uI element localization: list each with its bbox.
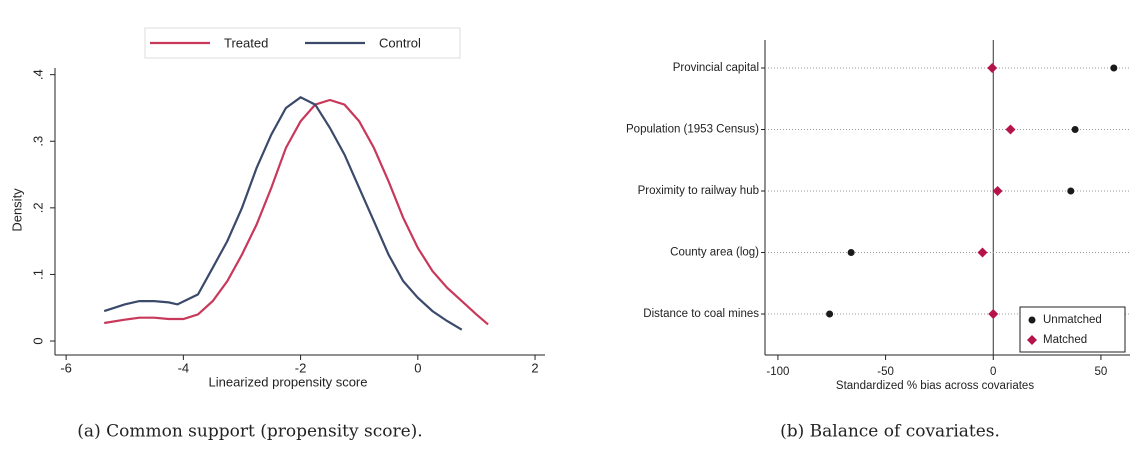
legend-swatch [1027, 335, 1037, 345]
x-tick-label: 0 [414, 360, 421, 375]
y-tick-label: .4 [30, 69, 45, 80]
y-tick-label: .1 [30, 269, 45, 280]
dot-marker [847, 249, 855, 256]
line-series [103, 96, 463, 331]
line-series [104, 98, 489, 326]
category-label: Provincial capital [673, 62, 759, 74]
x-tick-label: -4 [178, 360, 190, 375]
dot-marker [1067, 187, 1075, 195]
legend-box [1019, 306, 1126, 353]
diamond-marker [988, 309, 999, 319]
x-tick-label: -50 [877, 366, 894, 378]
x-tick-label: -6 [60, 360, 72, 375]
y-tick-label: .2 [30, 202, 45, 213]
category-label: Proximity to railway hub [638, 185, 759, 197]
x-tick-label: -2 [295, 360, 307, 375]
dot-marker [826, 310, 834, 318]
legend-label: Treated [224, 35, 268, 50]
dot-marker [1110, 64, 1118, 72]
x-tick-label: 0 [990, 366, 996, 378]
y-tick-label: .3 [30, 136, 45, 147]
y-axis-label: Density [9, 188, 24, 232]
category-label: Distance to coal mines [643, 308, 759, 320]
x-tick-label: -100 [766, 366, 789, 378]
x-axis-label: Standardized % bias across covariates [836, 380, 1034, 392]
category-label: County area (log) [670, 247, 759, 259]
diamond-marker [987, 63, 998, 73]
legend-label: Matched [1043, 334, 1087, 346]
diamond-marker [1005, 124, 1016, 135]
y-tick-label: 0 [30, 337, 45, 344]
x-tick-label: 50 [1095, 366, 1108, 378]
legend-label: Control [379, 35, 421, 50]
category-label: Population (1953 Census) [626, 124, 759, 136]
diamond-marker [992, 186, 1003, 196]
caption: (a) Common support (propensity score). [77, 422, 422, 442]
x-axis-label: Linearized propensity score [209, 374, 368, 389]
diamond-marker [977, 247, 988, 258]
dot-marker [1071, 126, 1079, 133]
legend-swatch [1028, 316, 1036, 324]
legend-label: Unmatched [1043, 314, 1102, 326]
x-tick-label: 2 [531, 360, 538, 375]
caption: (b) Balance of covariates. [780, 422, 1000, 442]
